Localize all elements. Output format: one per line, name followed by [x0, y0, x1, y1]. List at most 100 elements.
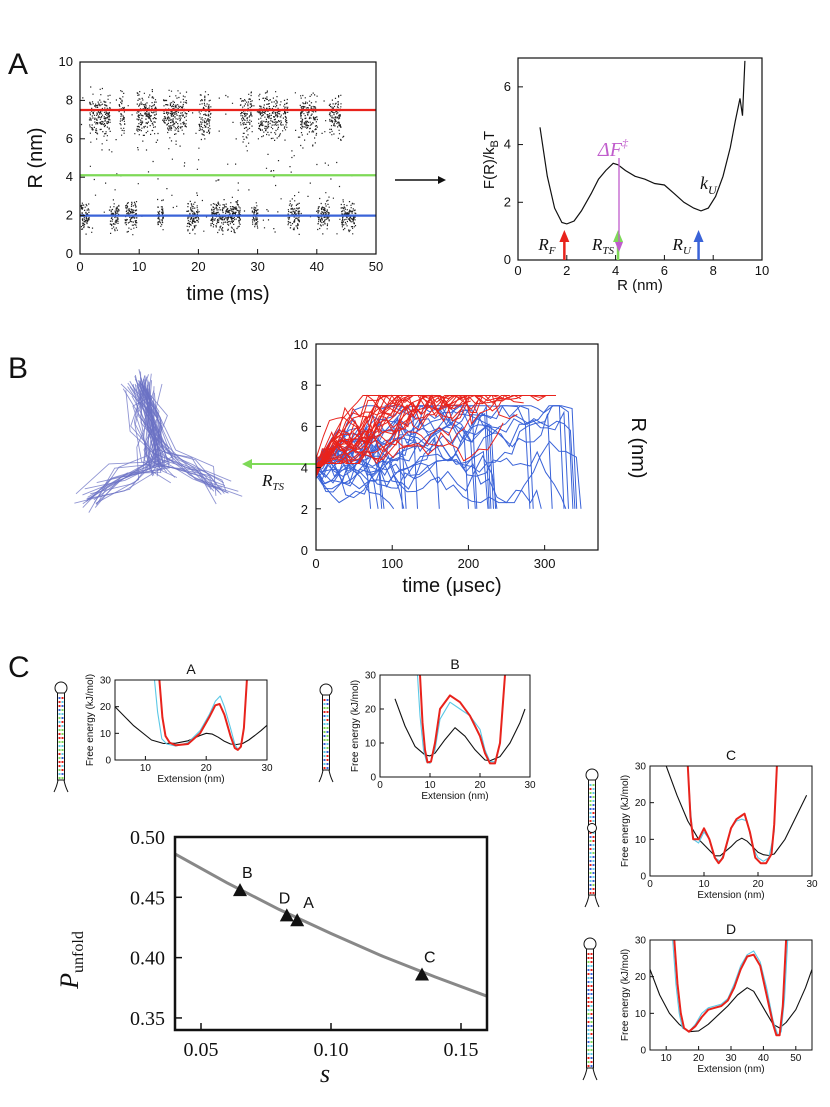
base-pair	[592, 796, 595, 798]
base-pair	[326, 763, 329, 765]
b-xtick-label: 100	[381, 556, 403, 571]
cB-ytick-label: 10	[365, 739, 377, 750]
a2-xtick-label: 8	[710, 263, 717, 278]
hairpin-stem	[322, 694, 330, 771]
base-pair	[58, 769, 61, 771]
cB-x-axis-label: Extension (nm)	[421, 791, 488, 802]
cB-ytick-label: 0	[370, 773, 376, 784]
base-pair	[61, 741, 64, 743]
hairpin-diagrams	[53, 681, 600, 1081]
arrow-right-icon	[395, 176, 446, 184]
base-pair	[589, 796, 592, 798]
a1-xtick-label: 40	[310, 259, 324, 274]
cC-xtick-label: 20	[752, 879, 764, 890]
a1-ytick-label: 4	[66, 169, 73, 184]
base-pair	[590, 989, 593, 991]
base-pair	[323, 735, 326, 737]
b-ytick-label: 10	[294, 337, 308, 352]
cC-series-0	[665, 766, 808, 857]
base-pair	[589, 792, 592, 794]
base-pair	[587, 1065, 590, 1067]
base-pair	[61, 705, 64, 707]
base-pair	[61, 757, 64, 759]
cD-series-0	[650, 969, 812, 1033]
cC-ytick-label: 30	[635, 762, 647, 773]
base-pair	[589, 820, 592, 822]
base-pair	[61, 717, 64, 719]
cA-ytick-label: 0	[105, 756, 111, 767]
a1-x-axis-label: time (ms)	[186, 283, 269, 305]
base-pair	[589, 784, 592, 786]
base-pair	[587, 985, 590, 987]
cD-xtick-label: 20	[693, 1053, 705, 1064]
a2-y-axis-label: F(R)/kBT	[481, 131, 501, 189]
base-pair	[592, 836, 595, 838]
base-pair	[590, 981, 593, 983]
structure-strand	[142, 378, 222, 495]
cA-series-0	[115, 706, 267, 746]
base-pair	[592, 872, 595, 874]
b-xtick-label: 300	[534, 556, 556, 571]
base-pair	[323, 699, 326, 701]
state-arrow-head-1	[613, 230, 624, 242]
red-trajectory	[315, 395, 464, 474]
base-pair	[590, 1053, 593, 1055]
base-pair	[589, 808, 592, 810]
a1-ytick-label: 6	[66, 131, 73, 146]
base-pair	[590, 1009, 593, 1011]
base-pair	[58, 745, 61, 747]
base-pair	[58, 761, 61, 763]
base-pair	[590, 1017, 593, 1019]
base-pair	[587, 997, 590, 999]
cA-x-axis-label: Extension (nm)	[157, 774, 224, 785]
base-pair	[587, 1021, 590, 1023]
chart-c-pull-c: 0 10 20 30 0 10 20 30 Extension (nm) Free energy …	[620, 747, 818, 901]
base-pair	[587, 1025, 590, 1027]
state-arrow-head-0	[559, 230, 570, 242]
base-pair	[61, 765, 64, 767]
b-xtick-label: 200	[458, 556, 480, 571]
base-pair	[592, 784, 595, 786]
cA-curves	[115, 680, 267, 751]
base-pair	[323, 763, 326, 765]
base-pair	[326, 767, 329, 769]
base-pair	[587, 961, 590, 963]
base-pair	[58, 709, 61, 711]
structure-strand	[94, 383, 164, 508]
a1-xtick-label: 30	[250, 259, 264, 274]
base-pair	[323, 703, 326, 705]
rts-label: RTS	[261, 471, 285, 493]
cB-frame	[379, 674, 531, 778]
cC-series-1	[687, 766, 778, 862]
hairpin-3	[582, 937, 598, 1081]
punfold-point-label-B: B	[242, 865, 253, 882]
a1-frame	[79, 61, 377, 255]
cB-series-1	[416, 675, 506, 764]
cC-xtick-label: 30	[806, 879, 818, 890]
base-pair	[592, 804, 595, 806]
hairpin-stem	[57, 692, 65, 781]
base-pair	[326, 723, 329, 725]
base-pair	[592, 864, 595, 866]
base-pair	[587, 1033, 590, 1035]
cC-title: C	[726, 747, 736, 763]
cA-xtick-label: 10	[140, 763, 152, 774]
a1-ytick-label: 2	[66, 208, 73, 223]
punfold-point-label-A: A	[303, 895, 314, 912]
base-pair	[590, 1049, 593, 1051]
base-pair	[592, 888, 595, 890]
a1-xtick-label: 0	[76, 259, 83, 274]
base-pair	[58, 777, 61, 779]
base-pair	[587, 993, 590, 995]
cD-series-2	[673, 940, 788, 1037]
cB-xtick-label: 20	[474, 780, 486, 791]
punfold-ytick-label: 0.40	[130, 948, 165, 970]
chart-b-trajectories: 0 100 200 300 0 2 4 6 8 10 time (μsec) R (nm)	[294, 337, 649, 597]
hairpin-tail	[584, 894, 590, 908]
structure-strand	[134, 378, 162, 467]
punfold-x-axis-label: s	[320, 1059, 330, 1088]
a2-xtick-label: 6	[661, 263, 668, 278]
a1-ytick-label: 8	[66, 92, 73, 107]
base-pair	[589, 860, 592, 862]
cD-curves	[650, 940, 812, 1037]
